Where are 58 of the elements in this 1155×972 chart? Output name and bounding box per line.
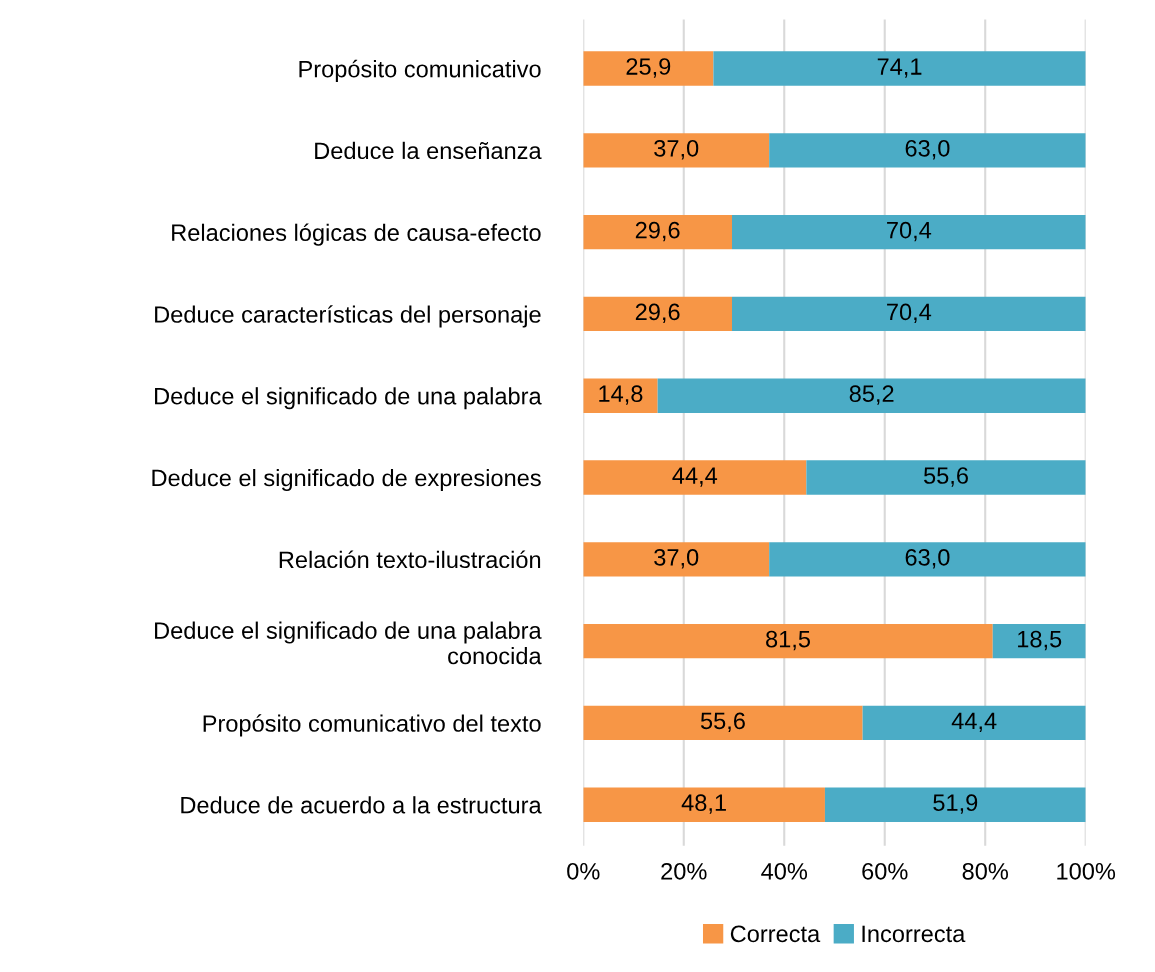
- data-label: 85,2: [849, 385, 894, 405]
- bar: [769, 133, 1086, 168]
- y-tick-label: Deduce el significado de expresiones: [152, 468, 541, 491]
- y-tick-label: Deduce la enseñanza: [315, 141, 542, 160]
- bar: [583, 378, 658, 413]
- data-label: 44,4: [672, 467, 718, 487]
- data-label: 63,0: [905, 139, 950, 160]
- y-tick-label: Propósito comunicativo del texto: [203, 714, 541, 737]
- bar: [862, 705, 1086, 741]
- bar: [583, 623, 993, 659]
- y-tick-label: Deduce el significado de una palabra: [155, 387, 542, 410]
- bar: [583, 51, 714, 86]
- bar: [731, 296, 1086, 332]
- y-tick-label: Deduce características del personaje: [155, 305, 541, 328]
- data-label: 51,9: [933, 794, 978, 814]
- y-tick-label: Deduce el significado de una palabra conocida: [155, 621, 542, 665]
- data-label: 37,0: [654, 548, 699, 569]
- data-label: 74,1: [877, 58, 922, 78]
- bar: [992, 623, 1086, 659]
- data-label: 81,5: [766, 630, 810, 651]
- bar: [824, 787, 1086, 822]
- bar: [657, 378, 1086, 413]
- legend-label: Correcta: [730, 925, 821, 943]
- legend-label: Incorrecta: [862, 925, 966, 943]
- x-tick-label: 0%: [567, 862, 600, 880]
- x-tick-label: 40%: [761, 862, 808, 880]
- y-tick-label: Relaciones lógicas de causa-efecto: [172, 223, 541, 246]
- data-label: 14,8: [599, 385, 643, 405]
- bar: [583, 787, 825, 822]
- bar: [806, 460, 1086, 495]
- bar: [713, 51, 1086, 86]
- data-label: 18,5: [1018, 630, 1062, 651]
- bar: [769, 542, 1086, 577]
- x-tick-label: 100%: [1057, 862, 1116, 880]
- x-tick-label: 60%: [862, 862, 908, 880]
- x-tick-label: 20%: [661, 862, 707, 880]
- data-label: 55,6: [700, 712, 745, 733]
- bar: [583, 542, 770, 577]
- data-label: 70,4: [887, 221, 932, 242]
- bar: [583, 460, 807, 495]
- y-tick-label: Relación texto-ilustración: [279, 550, 541, 569]
- data-label: 29,6: [635, 221, 680, 242]
- bar: [583, 705, 863, 741]
- data-label: 48,1: [681, 794, 726, 814]
- data-label: 63,0: [905, 548, 950, 569]
- bar: [583, 214, 732, 250]
- data-label: 70,4: [887, 303, 932, 324]
- bar: [731, 214, 1086, 250]
- data-label: 37,0: [654, 139, 699, 160]
- y-tick-label: Propósito comunicativo: [299, 59, 541, 83]
- data-label: 29,6: [635, 303, 680, 324]
- data-label: 44,4: [951, 712, 997, 733]
- y-tick-label: Deduce de acuerdo a la estructura: [181, 796, 542, 814]
- data-label: 25,9: [626, 58, 671, 78]
- x-tick-label: 80%: [962, 862, 1008, 880]
- bar: [583, 133, 770, 168]
- bar: [583, 296, 732, 332]
- data-label: 55,6: [924, 467, 968, 487]
